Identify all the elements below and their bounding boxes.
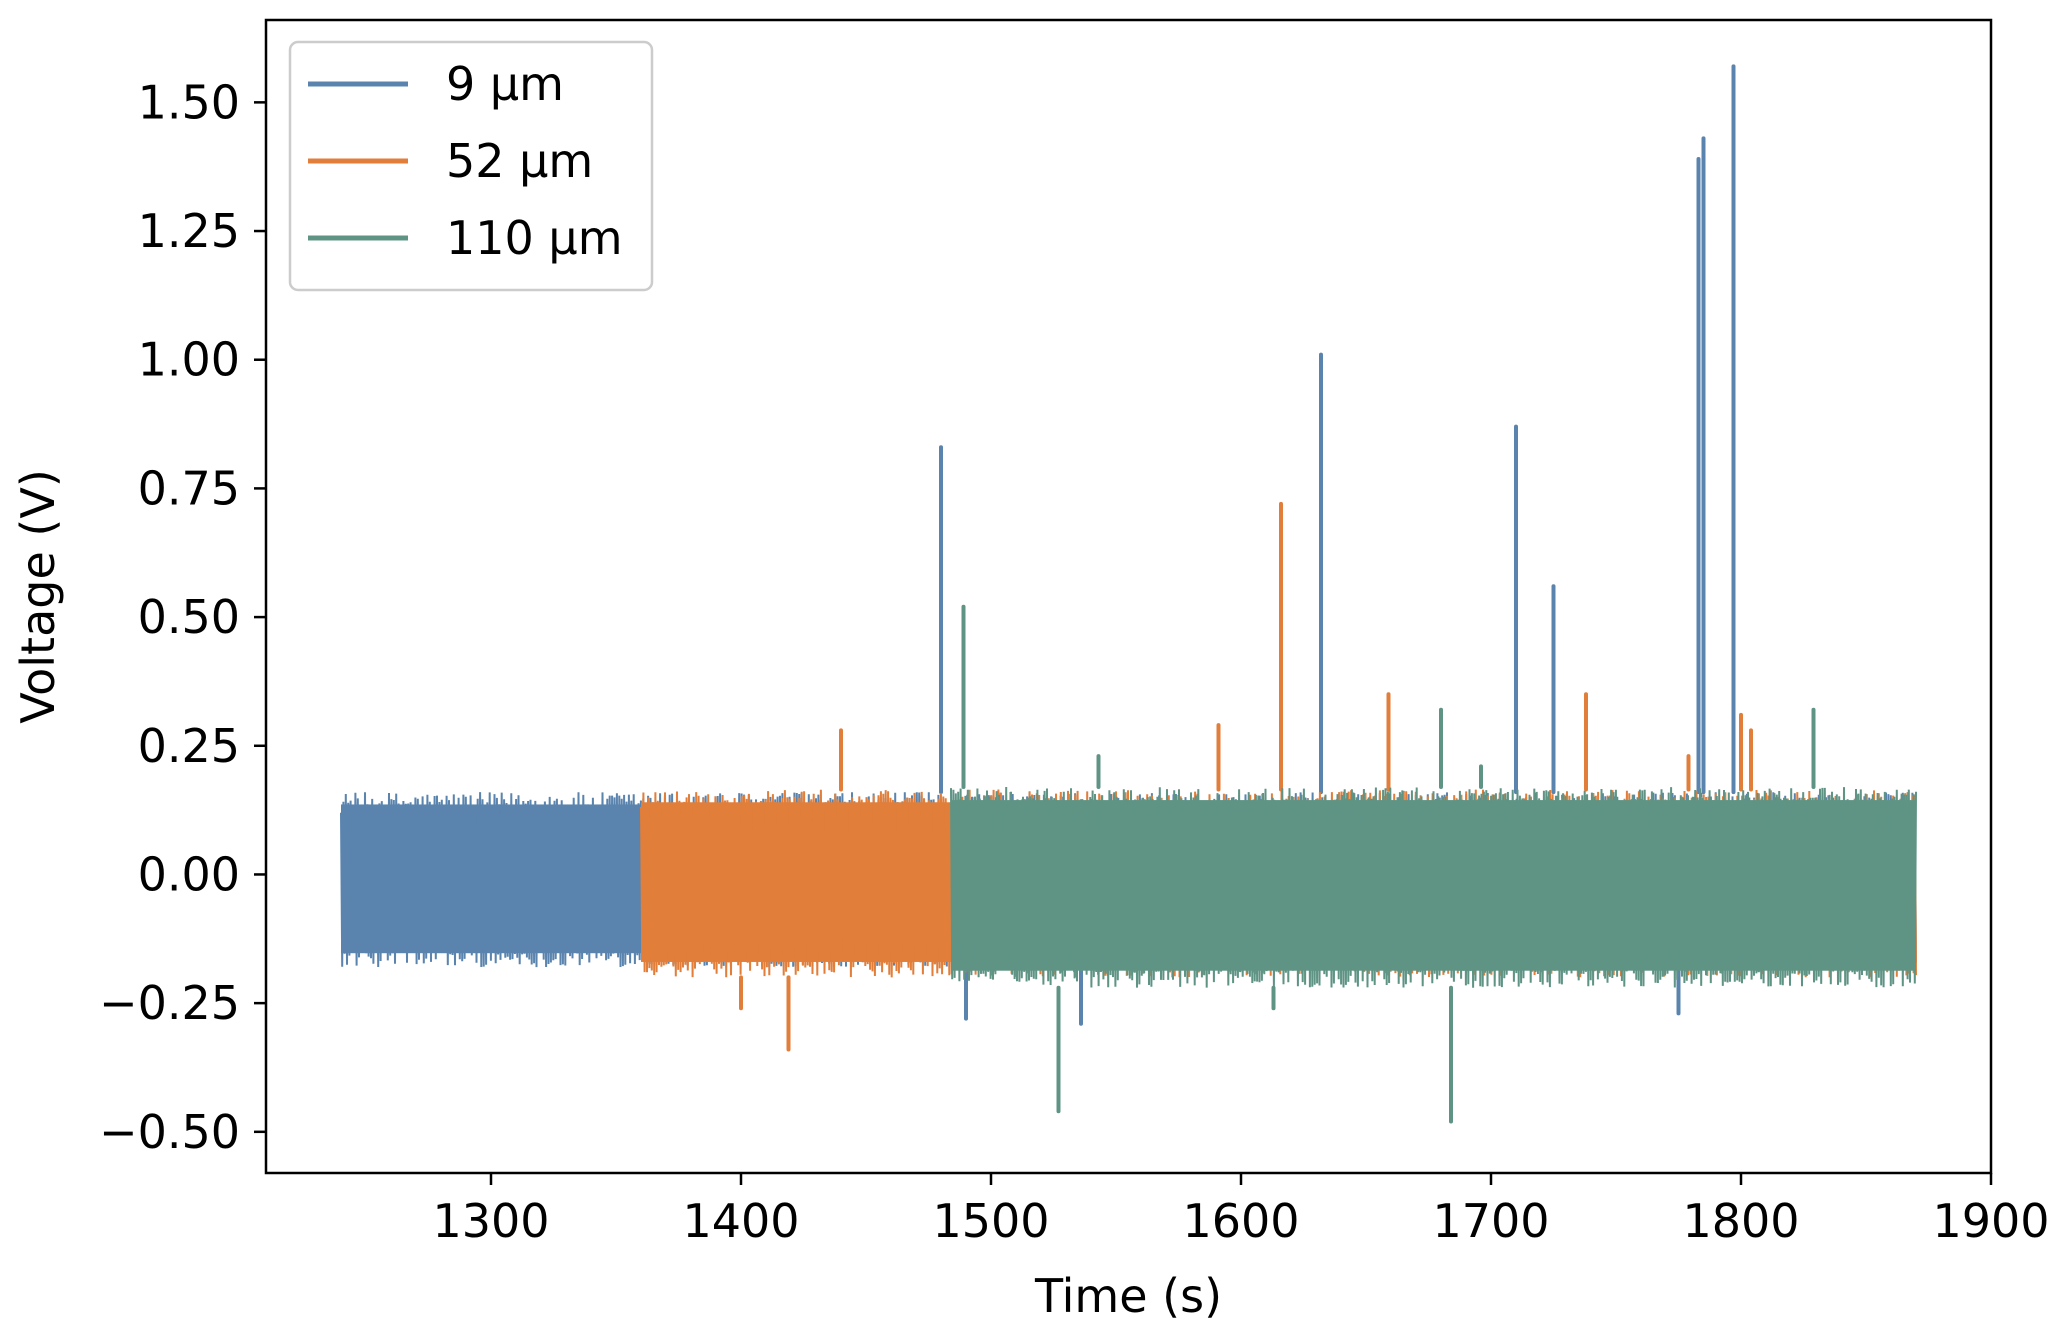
x-axis-label: Time (s): [1034, 1269, 1222, 1323]
axes-ticks: 1300 1400 1500 1600 1700 1800 1900 −0.50 −0.25 0.…: [99, 75, 2050, 1248]
series-layer: [340, 64, 1917, 1124]
x-tick-label: 1300: [432, 1194, 549, 1248]
series-3-line: [950, 786, 1917, 988]
x-tick-label: 1800: [1682, 1194, 1799, 1248]
y-tick-label: −0.50: [99, 1105, 240, 1159]
legend-box: [288, 40, 654, 292]
legend-label: 110 µm: [446, 211, 623, 265]
plot-area-frame: [264, 18, 1993, 1175]
y-tick-label: 0.75: [138, 461, 240, 515]
y-tick-label: 1.50: [138, 75, 240, 129]
x-tick-label: 1500: [932, 1194, 1049, 1248]
legend: 9 µm 52 µm 110 µm: [288, 40, 654, 292]
x-tick-label: 1700: [1432, 1194, 1549, 1248]
y-tick-label: −0.25: [99, 976, 240, 1030]
y-tick-label: 0.25: [138, 719, 240, 773]
y-tick-label: 1.25: [138, 204, 240, 258]
y-tick-label: 0.50: [138, 590, 240, 644]
x-tick-label: 1600: [1182, 1194, 1299, 1248]
series-3: [950, 604, 1917, 1124]
y-tick-label: 1.00: [138, 333, 240, 387]
x-tick-label: 1900: [1932, 1194, 2049, 1248]
legend-label: 52 µm: [446, 134, 593, 188]
x-tick-label: 1400: [682, 1194, 799, 1248]
y-axis-label: Voltage (V): [11, 469, 65, 724]
legend-label: 9 µm: [446, 57, 564, 111]
y-tick-label: 0.00: [138, 847, 240, 901]
